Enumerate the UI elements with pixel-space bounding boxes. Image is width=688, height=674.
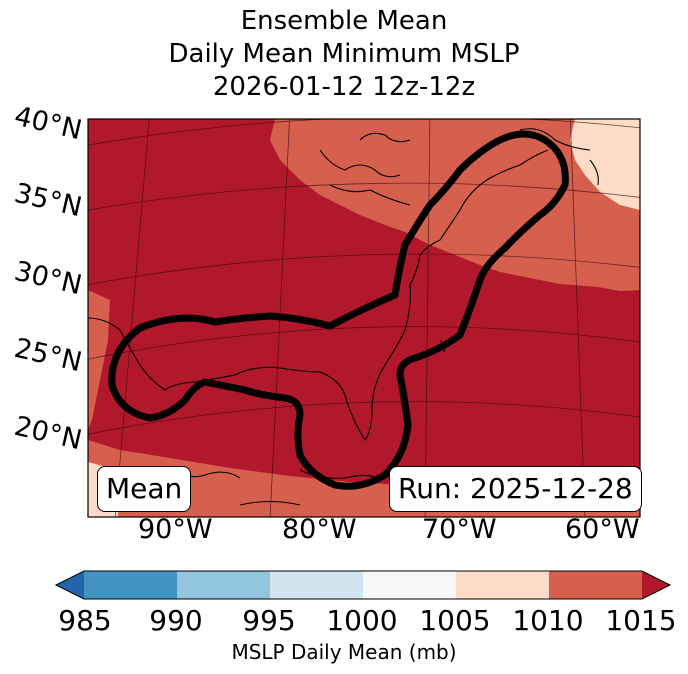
mean-badge: Mean [97, 466, 192, 512]
colorbar-segment [363, 571, 457, 599]
pressure-field-1005-1010-west [88, 290, 110, 430]
title-line-2: Daily Mean Minimum MSLP [168, 39, 520, 69]
colorbar-segment [456, 571, 550, 599]
colorbar-segment [177, 571, 271, 599]
colorbar-outline [54, 570, 672, 600]
colorbar-tick-1005: 1005 [419, 604, 491, 637]
colorbar-tick-990: 990 [149, 604, 203, 637]
colorbar-tick-1000: 1000 [326, 604, 398, 637]
title-line-1: Ensemble Mean [240, 6, 448, 36]
colorbar-segment [84, 571, 178, 599]
colorbar-tick-1010: 1010 [512, 604, 584, 637]
colorbar-tick-1015: 1015 [605, 604, 677, 637]
lon-label-60w: 60°W [565, 514, 640, 545]
pressure-field-1005-1010-north [270, 119, 640, 291]
lon-label-80w: 80°W [282, 514, 357, 545]
colorbar-tick-985: 985 [58, 604, 112, 637]
colorbar-tick-995: 995 [242, 604, 296, 637]
colorbar-segment [549, 571, 643, 599]
title-line-3: 2026-01-12 12z-12z [212, 72, 476, 102]
pressure-field-1000-1005-northeast [570, 119, 640, 210]
ensemble-contour [108, 130, 569, 490]
coastlines [88, 128, 599, 506]
colorbar-segment [270, 571, 364, 599]
run-date-badge: Run: 2025-12-28 [389, 466, 642, 512]
map-frame [87, 118, 641, 518]
colorbar-label: MSLP Daily Mean (mb) [231, 640, 457, 664]
colorbar-extend-low [56, 571, 84, 599]
lon-label-70w: 70°W [422, 514, 497, 545]
colorbar-extend-high [642, 571, 670, 599]
lon-label-90w: 90°W [138, 514, 213, 545]
